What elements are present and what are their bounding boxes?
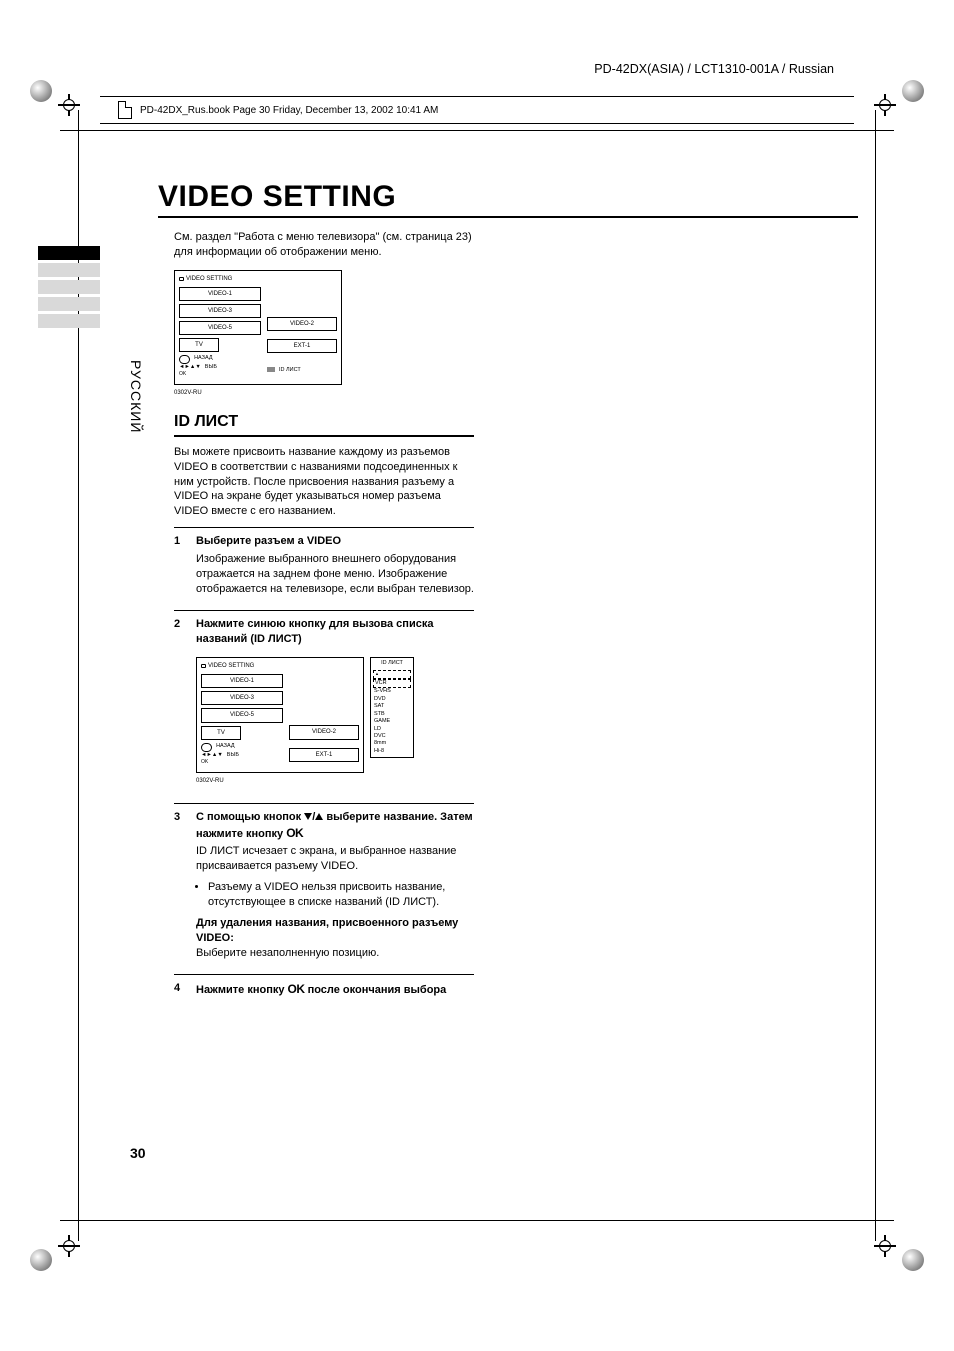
idlist-item: DVC	[373, 733, 411, 740]
step-body: Изображение выбранного внешнего оборудов…	[196, 552, 474, 597]
osd2-back: НАЗАД	[216, 743, 234, 752]
ok-icon: OK	[288, 982, 305, 996]
idlist-item: DVD	[373, 696, 411, 703]
osd-item: VIDEO-1	[179, 287, 261, 301]
page-icon	[118, 101, 132, 119]
reg-mark-bl	[30, 1221, 80, 1271]
idlist-item: ▲	[373, 670, 411, 679]
section-heading: ID ЛИСТ	[174, 411, 474, 437]
osd-item: VIDEO-5	[179, 321, 261, 335]
idlist-item: 8mm	[373, 740, 411, 747]
osd-menu-2: VIDEO SETTING VIDEO-1 VIDEO-3 VIDEO-5 TV…	[196, 657, 364, 773]
back-icon	[201, 743, 212, 752]
osd-item: VIDEO-1	[201, 674, 283, 688]
osd2-sel: ВЫБ	[227, 752, 239, 759]
idlist-item: Hi-8	[373, 748, 411, 755]
side-tab	[38, 314, 100, 328]
step-num: 3	[174, 810, 186, 967]
idlist-item: GAME	[373, 718, 411, 725]
blue-button-icon	[267, 367, 275, 372]
step-3: 3 С помощью кнопок / выберите название. …	[174, 803, 474, 967]
osd2-caption: 0302V-RU	[196, 777, 474, 785]
osd1-sel: ВЫБ	[205, 364, 217, 371]
osd-item: TV	[201, 726, 241, 740]
step-title: С помощью кнопок / выберите название. За…	[196, 810, 474, 842]
delete-title: Для удаления названия, присвоенного разъ…	[196, 916, 474, 946]
idlist-item: LD	[373, 726, 411, 733]
side-tab	[38, 263, 100, 277]
step-1: 1 Выберите разъем a VIDEO Изображение вы…	[174, 527, 474, 602]
osd1-caption: 0302V-RU	[174, 389, 474, 397]
idlist-item: STB	[373, 711, 411, 718]
osd2-header: VIDEO SETTING	[208, 662, 254, 670]
step-4: 4 Нажмите кнопку OK после окончания выбо…	[174, 974, 474, 1001]
side-tabs	[38, 246, 100, 331]
osd-item: VIDEO-3	[201, 691, 283, 705]
page-title: VIDEO SETTING	[158, 180, 858, 218]
language-label: РУССКИЙ	[128, 360, 144, 433]
reg-mark-tl	[30, 80, 80, 130]
back-icon	[179, 355, 190, 364]
osd-item: VIDEO-5	[201, 708, 283, 722]
osd-item: EXT-1	[267, 339, 337, 353]
side-tab	[38, 297, 100, 311]
book-meta-bar: PD-42DX_Rus.book Page 30 Friday, Decembe…	[100, 96, 854, 124]
doc-id: PD-42DX(ASIA) / LCT1310-001A / Russian	[594, 62, 834, 76]
osd-item: TV	[179, 338, 219, 352]
side-tab	[38, 280, 100, 294]
osd1-back: НАЗАД	[194, 355, 212, 364]
book-meta-text: PD-42DX_Rus.book Page 30 Friday, Decembe…	[140, 105, 438, 116]
nav-icon: ◄►▲▼	[179, 364, 201, 371]
id-list-panel: ID ЛИСТ ▲ VCR S-VHS DVD SAT STB GAME LD …	[370, 657, 414, 758]
step-num: 2	[174, 617, 186, 794]
idlist-item: SAT	[373, 703, 411, 710]
intro-text: См. раздел "Работа с меню телевизора" (с…	[174, 230, 474, 260]
osd-item: VIDEO-2	[267, 317, 337, 331]
step-num: 1	[174, 534, 186, 602]
step-title: Нажмите синюю кнопку для вызова списка н…	[196, 617, 474, 647]
side-tab	[38, 246, 100, 260]
step-body: ID ЛИСТ исчезает с экрана, и выбранное н…	[196, 844, 474, 874]
step-2: 2 Нажмите синюю кнопку для вызова списка…	[174, 610, 474, 794]
osd-item: VIDEO-3	[179, 304, 261, 318]
step-title: Нажмите кнопку OK после окончания выбора	[196, 981, 474, 998]
step-num: 4	[174, 981, 186, 1001]
step-bullet: Разъему a VIDEO нельзя присвоить названи…	[208, 880, 474, 910]
osd-menu-1: VIDEO SETTING VIDEO-1 VIDEO-3 VIDEO-5 TV…	[174, 270, 342, 386]
ok-icon: OK	[286, 826, 303, 840]
step-title: Выберите разъем a VIDEO	[196, 534, 474, 549]
osd-item: EXT-1	[289, 748, 359, 762]
section-intro: Вы можете присвоить название каждому из …	[174, 445, 474, 519]
reg-mark-br	[874, 1221, 924, 1271]
osd1-idlist: ID ЛИСТ	[279, 367, 301, 374]
nav-icon: ◄►▲▼	[201, 752, 223, 759]
delete-body: Выберите незаполненную позицию.	[196, 946, 474, 961]
osd1-header: VIDEO SETTING	[186, 275, 232, 283]
osd-item: VIDEO-2	[289, 725, 359, 739]
page-number: 30	[130, 1145, 146, 1161]
idlist-header: ID ЛИСТ	[373, 660, 411, 667]
idlist-item: S-VHS	[373, 688, 411, 695]
idlist-item: VCR	[373, 679, 411, 688]
reg-mark-tr	[874, 80, 924, 130]
down-icon	[304, 813, 312, 820]
